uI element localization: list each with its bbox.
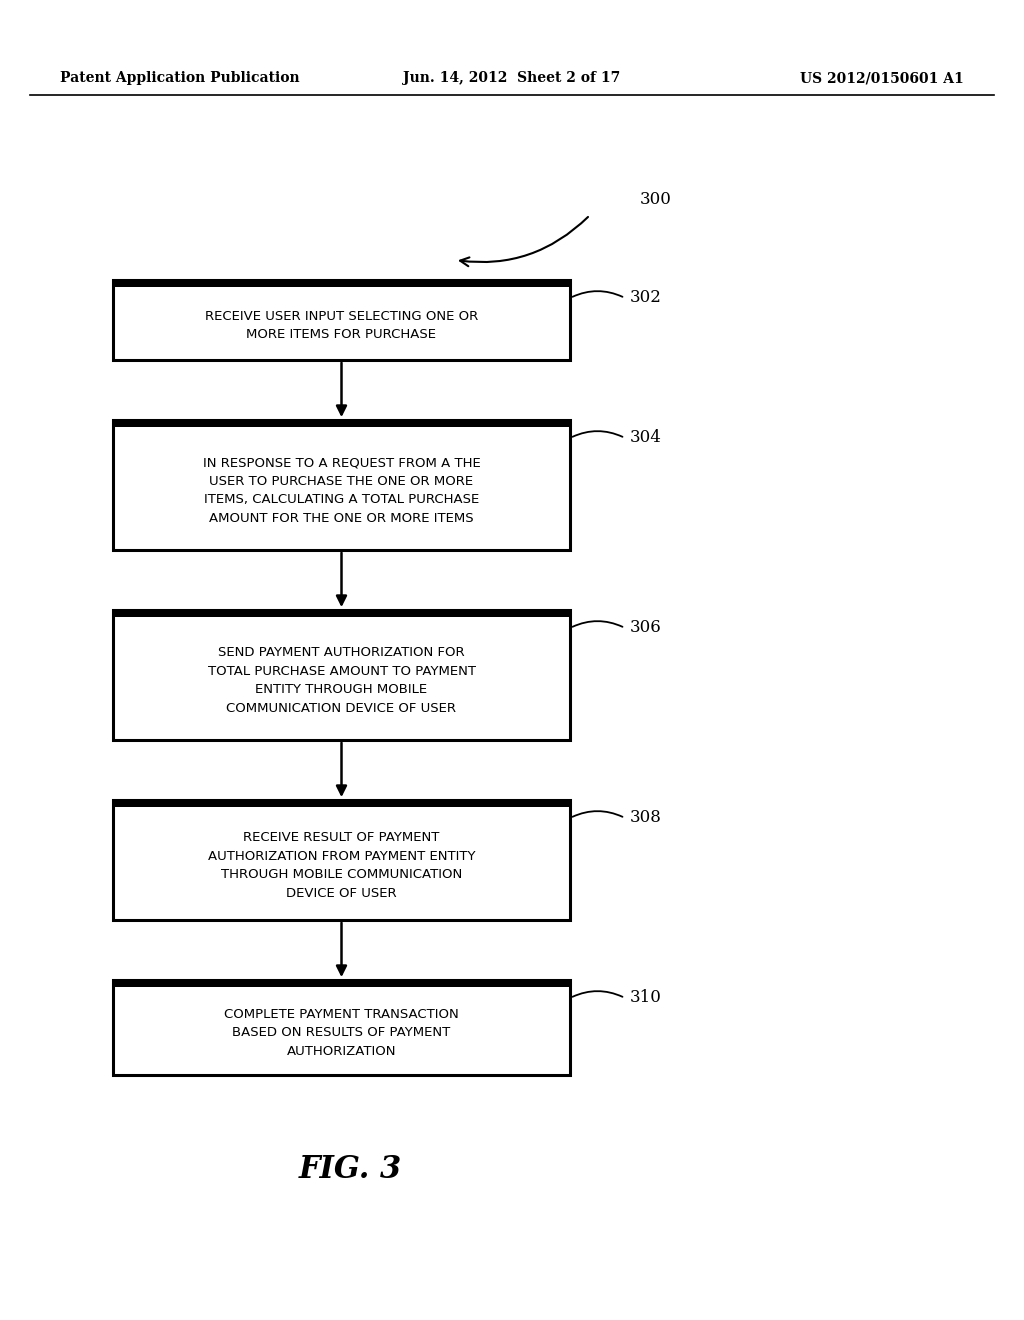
Bar [113,979,570,1074]
Text: SEND PAYMENT AUTHORIZATION FOR
TOTAL PURCHASE AMOUNT TO PAYMENT
ENTITY THROUGH M: SEND PAYMENT AUTHORIZATION FOR TOTAL PUR… [208,647,475,714]
Text: IN RESPONSE TO A REQUEST FROM A THE
USER TO PURCHASE THE ONE OR MORE
ITEMS, CALC: IN RESPONSE TO A REQUEST FROM A THE USER… [203,457,480,525]
Text: 302: 302 [630,289,662,306]
Text: US 2012/0150601 A1: US 2012/0150601 A1 [800,71,964,84]
Bar [113,610,570,616]
Bar [113,280,570,360]
Text: FIG. 3: FIG. 3 [298,1155,401,1185]
Text: 308: 308 [630,809,662,826]
Bar [113,420,570,426]
Text: 306: 306 [630,619,662,636]
Bar [113,280,570,286]
Text: RECEIVE USER INPUT SELECTING ONE OR
MORE ITEMS FOR PURCHASE: RECEIVE USER INPUT SELECTING ONE OR MORE… [205,310,478,342]
Bar [113,610,570,741]
Bar [113,979,570,987]
Text: 310: 310 [630,990,662,1006]
Text: RECEIVE RESULT OF PAYMENT
AUTHORIZATION FROM PAYMENT ENTITY
THROUGH MOBILE COMMU: RECEIVE RESULT OF PAYMENT AUTHORIZATION … [208,832,475,900]
Bar [113,420,570,550]
Bar [113,800,570,807]
Text: Jun. 14, 2012  Sheet 2 of 17: Jun. 14, 2012 Sheet 2 of 17 [403,71,621,84]
Bar [113,800,570,920]
Text: 300: 300 [640,191,672,209]
Text: COMPLETE PAYMENT TRANSACTION
BASED ON RESULTS OF PAYMENT
AUTHORIZATION: COMPLETE PAYMENT TRANSACTION BASED ON RE… [224,1008,459,1059]
Text: 304: 304 [630,429,662,446]
Text: Patent Application Publication: Patent Application Publication [60,71,300,84]
